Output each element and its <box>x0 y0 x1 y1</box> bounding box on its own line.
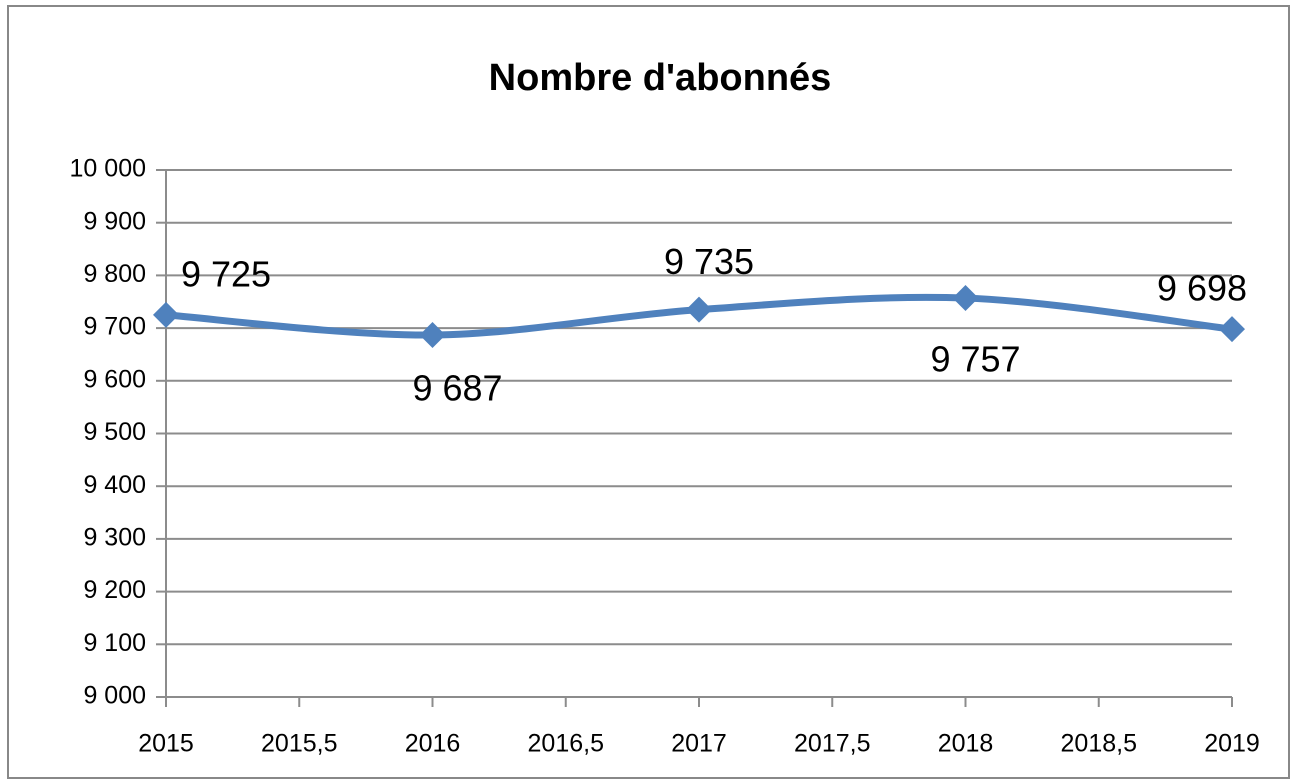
y-tick-label: 9 400 <box>83 471 146 499</box>
x-tick-label: 2015 <box>138 730 194 758</box>
y-tick-label: 9 700 <box>83 313 146 341</box>
x-tick-label: 2019 <box>1204 730 1260 758</box>
x-tick-label: 2017,5 <box>794 730 870 758</box>
y-tick-label: 9 500 <box>83 418 146 446</box>
data-point <box>952 285 979 312</box>
x-tick-label: 2016 <box>405 730 461 758</box>
chart-frame <box>7 5 1290 779</box>
data-label: 9 757 <box>930 339 1020 380</box>
y-tick-label: 9 200 <box>83 576 146 604</box>
y-tick-label: 9 000 <box>83 682 146 710</box>
data-label: 9 725 <box>181 253 271 294</box>
chart-title: Nombre d'abonnés <box>489 57 832 99</box>
data-label: 9 687 <box>412 367 502 408</box>
y-tick-label: 9 900 <box>83 207 146 235</box>
data-point <box>1219 316 1245 343</box>
x-tick-label: 2015,5 <box>261 730 337 758</box>
y-tick-label: 10 000 <box>70 155 146 183</box>
x-tick-label: 2016,5 <box>528 730 604 758</box>
y-tick-label: 9 600 <box>83 365 146 393</box>
x-tick-label: 2018 <box>938 730 994 758</box>
data-point <box>153 301 179 328</box>
data-point <box>686 296 712 323</box>
data-label: 9 698 <box>1157 268 1247 309</box>
y-tick-label: 9 300 <box>83 524 146 552</box>
data-point <box>419 321 446 348</box>
y-tick-label: 9 100 <box>83 629 146 657</box>
x-tick-label: 2017 <box>671 730 727 758</box>
data-label: 9 735 <box>664 241 754 282</box>
x-tick-label: 2018,5 <box>1061 730 1137 758</box>
y-tick-label: 9 800 <box>83 260 146 288</box>
